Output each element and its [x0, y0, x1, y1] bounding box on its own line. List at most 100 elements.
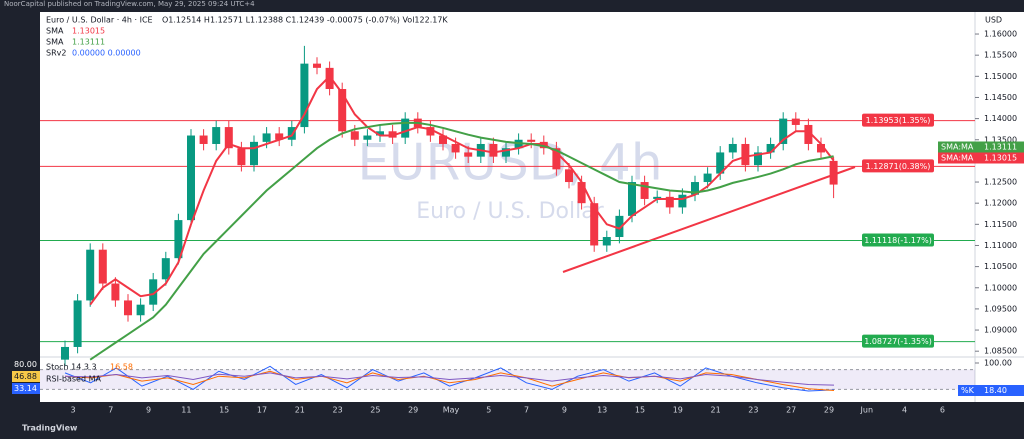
brand: TradingView	[22, 424, 78, 433]
y-tick-label: 1.16000	[984, 30, 1017, 39]
candle-body	[791, 118, 800, 125]
ohlc: O1.12514 H1.12571 L1.12388 C1.12439 -0.0…	[162, 16, 448, 25]
candle-body	[628, 182, 636, 216]
trend-line	[562, 166, 856, 273]
x-tick-label: 25	[370, 406, 380, 415]
candle-body	[817, 143, 825, 153]
x-tick-label: 7	[524, 406, 529, 415]
candle-body	[829, 160, 838, 185]
x-tick-label: 21	[295, 406, 305, 415]
candle-body	[300, 63, 309, 128]
badge	[12, 359, 40, 370]
candle-body	[741, 143, 750, 166]
candle-body	[313, 63, 321, 68]
candle-body	[653, 196, 662, 199]
candle-body	[174, 220, 183, 259]
currency: USD	[985, 16, 1002, 25]
candle-body	[250, 141, 258, 166]
x-tick-label: 5	[486, 406, 491, 415]
x-tick-label: 6	[940, 406, 945, 415]
osc-title-value: 16.58	[110, 363, 133, 372]
legend-value: 1.13015	[72, 27, 105, 36]
level-tag	[862, 113, 934, 127]
candle-body	[464, 152, 473, 157]
candle-body	[552, 148, 561, 170]
ma-tag	[938, 141, 1024, 153]
publisher: NoorCapital published on TradingView.com…	[4, 0, 255, 8]
band	[40, 369, 975, 390]
candle-body	[149, 279, 158, 305]
y-tick-label: 1.08500	[984, 347, 1017, 356]
y-tick-label: 1.14000	[984, 114, 1017, 123]
x-tick-label: 23	[748, 406, 758, 415]
y-tick-label: 1.12000	[984, 199, 1017, 208]
candle-body	[678, 194, 687, 208]
y-tick-label: 1.15500	[984, 51, 1017, 60]
x-tick-label: 29	[824, 406, 834, 415]
level-tag	[862, 159, 934, 173]
x-tick-label: 13	[597, 406, 607, 415]
candle-body	[388, 131, 397, 138]
level-label: 1.13953(1.35%)	[866, 116, 931, 125]
ma-tag-value: 1.13015	[984, 154, 1017, 163]
x-tick-label: 15	[219, 406, 229, 415]
k-tag-name: %K	[961, 386, 975, 395]
candle-body	[728, 143, 737, 153]
level-tag	[862, 334, 934, 348]
candle-body	[124, 300, 132, 316]
candle-body	[754, 152, 762, 166]
x-tick-label: 27	[786, 406, 796, 415]
y-tick-label: 1.10500	[984, 262, 1017, 271]
candle-body	[199, 135, 208, 144]
candle-body	[640, 182, 649, 199]
sma-line	[89, 74, 835, 306]
y-tick-label: 1.09000	[984, 326, 1017, 335]
price-axis-bg	[975, 12, 1024, 402]
x-tick-label: 19	[673, 406, 683, 415]
y-tick-label: 100.00	[984, 359, 1012, 368]
candle-body	[439, 135, 447, 144]
ma-tag-value: 1.13111	[984, 143, 1017, 152]
y-tick-label: 1.13500	[984, 135, 1017, 144]
level-label: 1.11118(-1.17%)	[864, 236, 932, 245]
level-label: 1.12871(0.38%)	[866, 162, 931, 171]
candle-body	[602, 237, 611, 246]
osc-title: Stoch 14 3 3	[46, 363, 97, 372]
y-tick-label: 1.09500	[984, 304, 1017, 313]
chart-bg	[40, 12, 975, 402]
badge-label: 46.88	[14, 372, 37, 381]
candle-body	[161, 258, 170, 280]
candle-body	[212, 127, 221, 144]
ma-tag-label: SMA:MA	[941, 154, 974, 163]
plot: 1.16000 1.15500 1.15000 1.14500 1.14000 1.135…	[12, 27, 1024, 415]
candle-body	[98, 249, 107, 284]
y-tick-label: 1.12500	[984, 178, 1017, 187]
badge-label: 80.00	[14, 360, 37, 369]
level-label: 1.08727(-1.35%)	[864, 337, 932, 346]
candle-body	[401, 118, 410, 138]
y-tick-label: 1.11500	[984, 220, 1017, 229]
y-tick-label: 1.15000	[984, 72, 1017, 81]
candle-body	[766, 143, 775, 153]
candle-body	[237, 148, 246, 166]
osc-line	[64, 372, 835, 386]
legend-name: SMA	[46, 38, 64, 47]
x-tick-label: 11	[181, 406, 191, 415]
x-tick-label: 9	[146, 406, 151, 415]
ma-tag-label: SMA:MA	[941, 143, 974, 152]
x-tick-label: 15	[635, 406, 645, 415]
candle-body	[86, 249, 95, 301]
candle-body	[502, 148, 510, 157]
candle-body	[111, 283, 120, 301]
candle-body	[224, 127, 233, 149]
x-tick-label: 23	[333, 406, 343, 415]
candle-body	[489, 143, 498, 157]
candle-body	[73, 300, 82, 347]
legend-name: SRv2	[46, 49, 66, 58]
y-tick-label: 1.11000	[984, 241, 1017, 250]
osc-line	[64, 365, 835, 392]
candle-body	[527, 139, 536, 142]
watermark-sub: Euro / U.S. Dollar	[416, 199, 604, 224]
k-tag	[958, 385, 1024, 396]
